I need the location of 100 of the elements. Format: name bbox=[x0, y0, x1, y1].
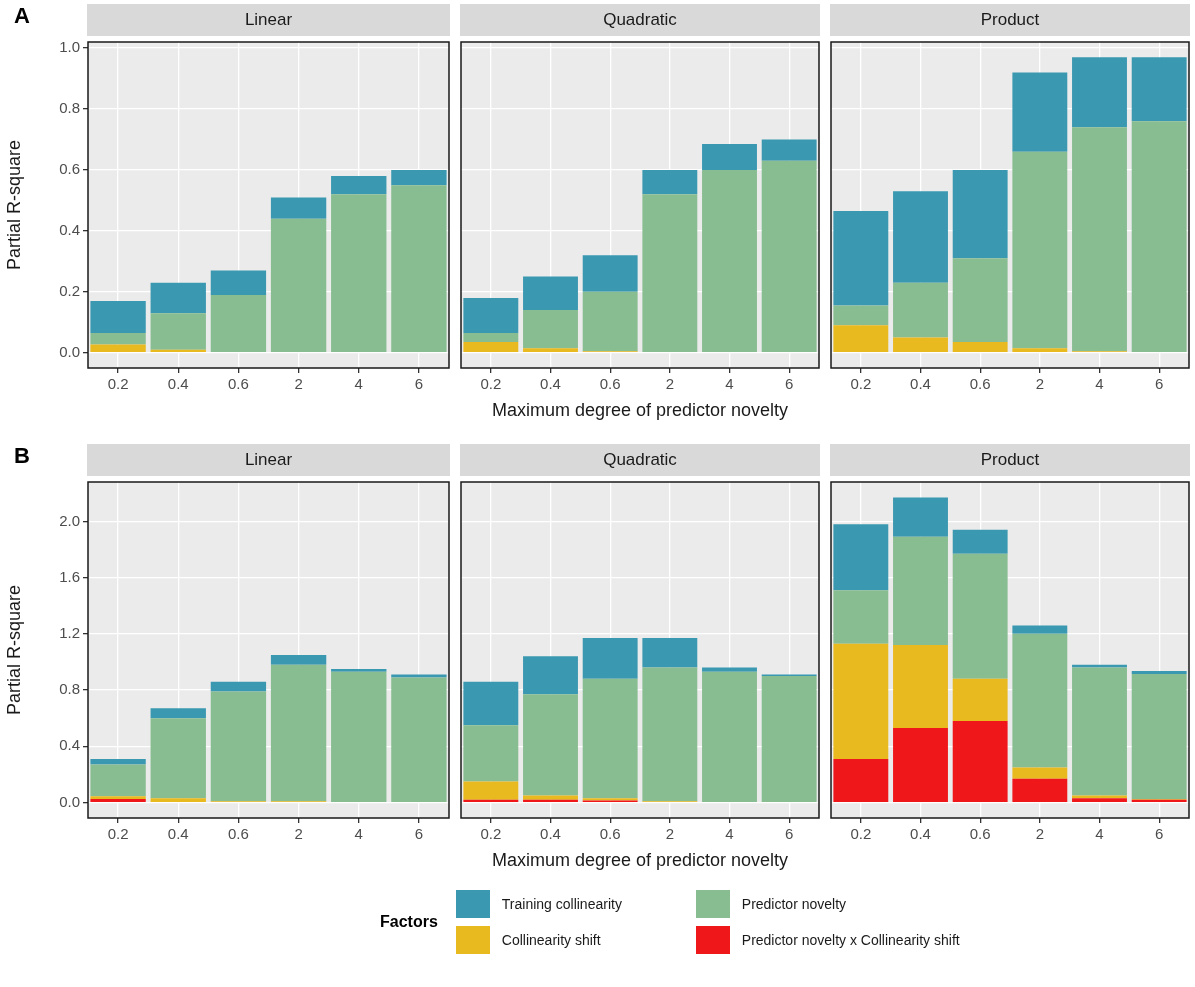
x-tick-label: 6 bbox=[784, 825, 794, 843]
bar bbox=[90, 764, 146, 797]
chart-title: Product bbox=[980, 9, 1040, 29]
bar bbox=[1131, 671, 1187, 674]
x-tick-label: 0.4 bbox=[167, 375, 189, 393]
x-tick-label: 0.4 bbox=[910, 375, 931, 393]
bar bbox=[893, 337, 948, 353]
bar bbox=[582, 678, 638, 799]
bar bbox=[893, 191, 948, 283]
bar bbox=[893, 497, 948, 537]
y-tick-label: 2.0 bbox=[59, 511, 80, 529]
x-axis-title: Maximum degree of predictor novelty bbox=[490, 850, 790, 871]
x-tick-label: 2 bbox=[294, 375, 303, 393]
y-tick-label: 0.0 bbox=[59, 342, 80, 360]
x-tick-label: 0.6 bbox=[599, 375, 621, 393]
bar bbox=[833, 643, 889, 759]
chart-title: Quadratic bbox=[603, 449, 678, 469]
x-tick-label: 4 bbox=[354, 375, 363, 393]
x-tick-label: 6 bbox=[784, 375, 794, 393]
bar bbox=[642, 667, 698, 802]
bar bbox=[1131, 57, 1187, 122]
bar bbox=[1072, 664, 1127, 668]
bar bbox=[150, 718, 206, 799]
bar bbox=[90, 758, 146, 765]
x-tick-label: 0.2 bbox=[850, 375, 872, 393]
x-tick-label: 4 bbox=[725, 375, 734, 393]
y-axis-title: Partial R-square bbox=[3, 139, 24, 271]
legend-label: Collinearity shift bbox=[501, 932, 601, 948]
bar bbox=[893, 536, 948, 646]
bar bbox=[210, 681, 267, 692]
bar bbox=[391, 185, 447, 353]
y-axis-title: Partial R-square bbox=[3, 584, 24, 716]
bar bbox=[463, 799, 519, 802]
bar bbox=[463, 725, 519, 782]
bar bbox=[702, 667, 757, 672]
bar bbox=[331, 194, 387, 353]
x-tick-label: 6 bbox=[1154, 375, 1164, 393]
chart-title: Quadratic bbox=[603, 9, 678, 29]
bar bbox=[331, 671, 387, 802]
bar bbox=[1131, 673, 1187, 800]
x-tick-label: 0.6 bbox=[969, 375, 991, 393]
bar bbox=[952, 529, 1008, 554]
bar bbox=[952, 342, 1008, 353]
y-tick-label: 0.4 bbox=[59, 736, 80, 754]
bar bbox=[833, 758, 889, 802]
bar bbox=[90, 344, 146, 353]
x-tick-label: 0.2 bbox=[107, 375, 129, 393]
x-axis-title: Maximum degree of predictor novelty bbox=[490, 400, 790, 421]
bar bbox=[1131, 121, 1187, 353]
y-tick-label: 0.0 bbox=[59, 792, 80, 810]
x-tick-label: 4 bbox=[354, 825, 363, 843]
bar bbox=[1072, 57, 1127, 128]
bar bbox=[1012, 633, 1068, 768]
x-tick-label: 0.4 bbox=[167, 825, 189, 843]
chart-title: Product bbox=[980, 449, 1040, 469]
bar bbox=[1012, 778, 1068, 802]
bar bbox=[702, 169, 757, 353]
bar bbox=[833, 524, 889, 591]
bar bbox=[1012, 348, 1068, 353]
x-tick-label: 0.2 bbox=[107, 825, 129, 843]
x-tick-label: 2 bbox=[1035, 375, 1045, 393]
bar bbox=[582, 638, 638, 679]
bar bbox=[642, 638, 698, 668]
bar bbox=[1012, 72, 1068, 152]
bar bbox=[90, 300, 146, 333]
bar bbox=[1012, 625, 1068, 634]
bar bbox=[523, 799, 578, 802]
x-tick-label: 0.2 bbox=[850, 825, 872, 843]
x-tick-label: 0.6 bbox=[969, 825, 991, 843]
bar bbox=[463, 681, 519, 726]
bar bbox=[952, 169, 1008, 259]
bar bbox=[702, 144, 757, 170]
x-tick-label: 0.2 bbox=[480, 825, 502, 843]
bar bbox=[761, 160, 817, 353]
x-tick-label: 0.6 bbox=[599, 825, 621, 843]
bar bbox=[463, 781, 519, 800]
x-tick-label: 4 bbox=[1095, 375, 1104, 393]
bar bbox=[523, 310, 578, 349]
bar bbox=[210, 294, 267, 353]
bar bbox=[210, 691, 267, 802]
text: B bbox=[14, 443, 30, 469]
legend-label: Training collinearity bbox=[501, 896, 622, 912]
bar bbox=[523, 656, 578, 695]
bar bbox=[391, 677, 447, 802]
bar bbox=[893, 645, 948, 729]
bar bbox=[463, 332, 519, 343]
x-tick-label: 2 bbox=[1035, 825, 1045, 843]
bar bbox=[582, 255, 638, 292]
x-tick-label: 4 bbox=[1095, 825, 1104, 843]
y-tick-label: 0.2 bbox=[59, 281, 80, 299]
x-tick-label: 6 bbox=[1154, 825, 1164, 843]
bar bbox=[761, 139, 817, 161]
bar bbox=[1012, 767, 1068, 779]
y-tick-label: 0.8 bbox=[59, 680, 80, 698]
bar bbox=[833, 211, 889, 306]
bar bbox=[952, 678, 1008, 721]
bar bbox=[642, 194, 698, 353]
bar bbox=[833, 305, 889, 326]
x-tick-label: 0.4 bbox=[910, 825, 931, 843]
legend-label: Predictor novelty bbox=[741, 896, 847, 912]
